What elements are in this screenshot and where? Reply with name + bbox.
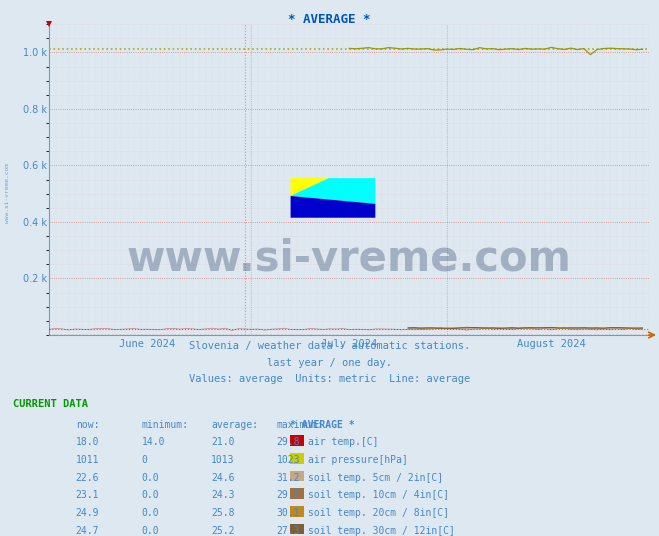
- Text: 1011: 1011: [76, 455, 100, 465]
- Text: soil temp. 10cm / 4in[C]: soil temp. 10cm / 4in[C]: [308, 490, 449, 501]
- Text: now:: now:: [76, 420, 100, 430]
- Text: www.si-vreme.com: www.si-vreme.com: [5, 163, 11, 223]
- Polygon shape: [291, 178, 376, 204]
- Text: 27.3: 27.3: [277, 526, 301, 536]
- Text: 0: 0: [142, 455, 148, 465]
- Text: soil temp. 20cm / 8in[C]: soil temp. 20cm / 8in[C]: [308, 508, 449, 518]
- Text: 1023: 1023: [277, 455, 301, 465]
- Text: 14.0: 14.0: [142, 437, 165, 448]
- Text: minimum:: minimum:: [142, 420, 188, 430]
- Text: * AVERAGE *: * AVERAGE *: [290, 420, 355, 430]
- Text: 0.0: 0.0: [142, 490, 159, 501]
- Text: 22.6: 22.6: [76, 473, 100, 483]
- Text: 29.1: 29.1: [277, 490, 301, 501]
- Text: 25.2: 25.2: [211, 526, 235, 536]
- Text: 24.6: 24.6: [211, 473, 235, 483]
- Polygon shape: [291, 178, 329, 196]
- Text: air temp.[C]: air temp.[C]: [308, 437, 379, 448]
- Text: 21.0: 21.0: [211, 437, 235, 448]
- Text: 29.8: 29.8: [277, 437, 301, 448]
- Text: soil temp. 5cm / 2in[C]: soil temp. 5cm / 2in[C]: [308, 473, 444, 483]
- Text: CURRENT DATA: CURRENT DATA: [13, 399, 88, 410]
- Text: 18.0: 18.0: [76, 437, 100, 448]
- Text: Values: average  Units: metric  Line: average: Values: average Units: metric Line: aver…: [189, 374, 470, 384]
- Polygon shape: [291, 196, 376, 218]
- Text: 0.0: 0.0: [142, 508, 159, 518]
- Text: 24.7: 24.7: [76, 526, 100, 536]
- Text: average:: average:: [211, 420, 258, 430]
- Text: 30.1: 30.1: [277, 508, 301, 518]
- Text: www.si-vreme.com: www.si-vreme.com: [127, 237, 572, 280]
- Text: Slovenia / weather data - automatic stations.: Slovenia / weather data - automatic stat…: [189, 341, 470, 352]
- Text: 25.8: 25.8: [211, 508, 235, 518]
- Text: 31.2: 31.2: [277, 473, 301, 483]
- Text: 0.0: 0.0: [142, 473, 159, 483]
- Text: 0.0: 0.0: [142, 526, 159, 536]
- Text: maximum:: maximum:: [277, 420, 324, 430]
- Text: 23.1: 23.1: [76, 490, 100, 501]
- Text: 24.3: 24.3: [211, 490, 235, 501]
- Text: * AVERAGE *: * AVERAGE *: [288, 13, 371, 26]
- Text: last year / one day.: last year / one day.: [267, 358, 392, 368]
- Text: 1013: 1013: [211, 455, 235, 465]
- Text: soil temp. 30cm / 12in[C]: soil temp. 30cm / 12in[C]: [308, 526, 455, 536]
- Text: 24.9: 24.9: [76, 508, 100, 518]
- Text: air pressure[hPa]: air pressure[hPa]: [308, 455, 409, 465]
